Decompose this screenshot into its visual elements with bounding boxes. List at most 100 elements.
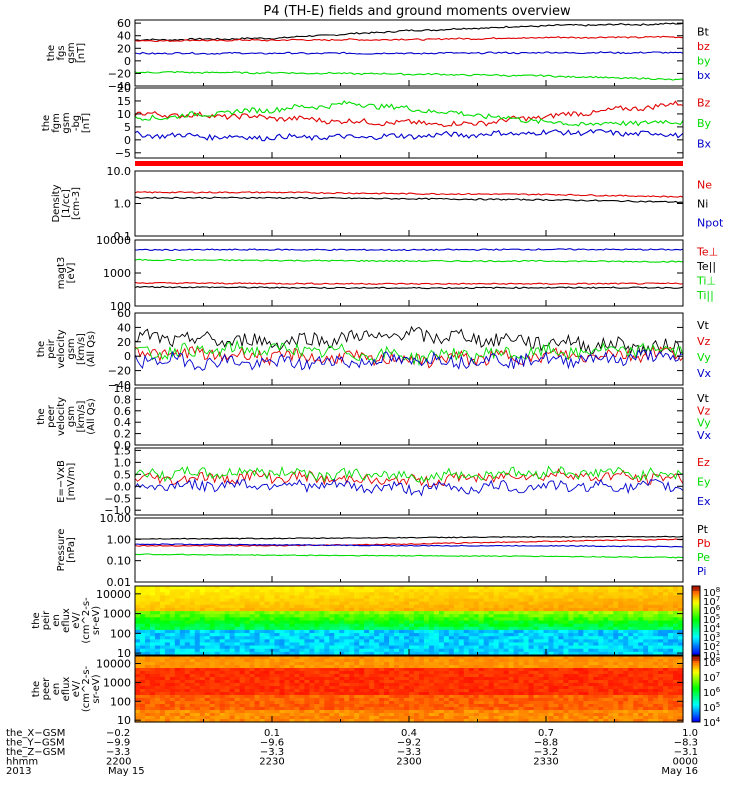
series-line-Vx	[134, 349, 684, 371]
panel-frame-density	[134, 170, 684, 237]
colorbar-peir_eflux	[692, 586, 700, 656]
y-tick-label: 10000	[96, 658, 131, 671]
series-line-Pe	[134, 553, 683, 559]
x-axis-value: −9.6	[260, 738, 284, 749]
y-tick-label: −1.0	[104, 504, 131, 517]
y-tick-label: 0.1	[114, 230, 132, 243]
y-tick-label: 0	[124, 134, 131, 147]
legend-label-Bx: Bx	[697, 138, 712, 151]
x-axis-value: −8.3	[674, 738, 698, 749]
x-axis-value: −3.3	[260, 747, 284, 758]
y-tick-label: 0.5	[114, 468, 132, 481]
legend-label-Ne: Ne	[697, 179, 712, 192]
legend-label-Te⊥: Te⊥	[696, 245, 718, 258]
y-tick-label: −20	[108, 67, 131, 80]
y-axis-label: [km/s]	[76, 400, 87, 432]
y-axis-label: velocity	[56, 329, 67, 368]
y-axis-label: magt3	[56, 257, 67, 290]
y-axis-label: [nT]	[81, 113, 92, 133]
legend-label-by: by	[697, 54, 711, 67]
legend-label-Ti||: Ti||	[696, 289, 714, 302]
y-axis-label: eflux	[61, 608, 72, 633]
y-axis-label: (All Qs)	[86, 398, 97, 435]
x-axis-value: −9.9	[106, 738, 130, 749]
y-tick-label: 60	[117, 17, 131, 30]
date-end-label: May 16	[661, 766, 698, 777]
y-tick-label: 1.00	[107, 533, 132, 546]
y-axis-label: peer	[46, 404, 57, 428]
y-tick-label: 1000	[103, 267, 131, 280]
red-status-bar	[135, 161, 683, 166]
colorbar-peer_eflux	[692, 656, 700, 723]
series-line-Pb	[134, 538, 684, 547]
date-start-label: May 15	[108, 766, 145, 777]
x-axis-value: −0.2	[106, 728, 130, 739]
y-axis-label: sr-eV)	[91, 606, 102, 635]
y-tick-label: 10000	[96, 588, 131, 601]
legend-label-Vz: Vz	[697, 404, 711, 417]
legend-label-Vy: Vy	[697, 351, 711, 364]
y-axis-label: gsm	[66, 338, 77, 359]
y-axis-label: [cm-3]	[71, 187, 82, 220]
y-axis-label: (cm^2-s-	[81, 665, 92, 712]
y-tick-label: 0.4	[114, 416, 132, 429]
y-axis-label: the	[36, 341, 47, 357]
y-axis-label: en	[51, 614, 62, 627]
year-label: 2013	[6, 766, 31, 777]
y-axis-label: [eV]	[66, 263, 77, 284]
series-line-Ey	[134, 465, 684, 483]
y-axis-label: eV/	[71, 612, 82, 629]
legend-label-Te||: Te||	[696, 260, 716, 273]
y-tick-label: 100	[110, 695, 131, 708]
legend-label-Ti⊥: Ti⊥	[696, 274, 716, 287]
y-axis-label: the	[31, 681, 42, 697]
series-line-Bz	[134, 100, 684, 128]
y-tick-label: 100	[110, 627, 131, 640]
legend-label-bx: bx	[697, 69, 711, 82]
y-axis-label: the	[46, 45, 57, 61]
x-axis-value: −3.1	[674, 747, 698, 758]
y-tick-label: 40	[117, 30, 131, 43]
y-tick-label: −0.5	[104, 492, 131, 505]
panel-frame-efield	[134, 447, 684, 516]
colorbar-frame	[691, 585, 701, 656]
x-axis-value: −3.2	[534, 747, 558, 758]
series-line-Te⊥	[134, 248, 684, 252]
legend-label-Vy: Vy	[697, 417, 711, 430]
y-tick-label: 0.6	[114, 405, 132, 418]
series-line-Pt	[134, 535, 684, 540]
y-tick-label: 15	[117, 95, 131, 108]
colorbar-tick-label: 106	[703, 686, 721, 699]
panel-frame-pressure	[134, 517, 684, 583]
colorbar-tick-label: 107	[703, 671, 720, 684]
series-line-Ni	[134, 196, 684, 204]
colorbar-tick-label: 105	[703, 701, 720, 714]
colorbar-tick-label: 108	[703, 656, 720, 669]
legend-label-Pi: Pi	[697, 565, 706, 578]
series-line-Pi	[134, 543, 684, 548]
y-axis-label: [1/cc]	[61, 189, 72, 218]
y-axis-label: fgm	[51, 113, 62, 133]
y-tick-label: 0.01	[107, 576, 132, 589]
colorbar-tick-label: 104	[703, 716, 721, 729]
y-tick-label: 1.0	[114, 456, 132, 469]
y-tick-label: 10.0	[107, 165, 132, 178]
y-tick-label: 20	[117, 82, 131, 95]
x-axis-value: −9.2	[397, 738, 421, 749]
y-tick-label: 0.0	[114, 439, 132, 452]
y-tick-label: 1000	[103, 608, 131, 621]
series-line-Te||	[134, 281, 684, 285]
x-axis-value: 0.1	[264, 728, 280, 739]
x-axis-value: −3.3	[106, 747, 130, 758]
y-tick-label: 1.0	[114, 382, 132, 395]
legend-label-By: By	[697, 117, 712, 130]
x-axis-value: −3.3	[397, 747, 421, 758]
y-axis-label: en	[51, 683, 62, 696]
y-axis-label: (All Qs)	[86, 331, 97, 368]
y-tick-label: 10	[117, 647, 131, 660]
series-line-Ti⊥	[134, 258, 684, 263]
y-tick-label: 0	[124, 55, 131, 68]
legend-label-Ni: Ni	[697, 198, 708, 211]
y-tick-label: 20	[117, 42, 131, 55]
